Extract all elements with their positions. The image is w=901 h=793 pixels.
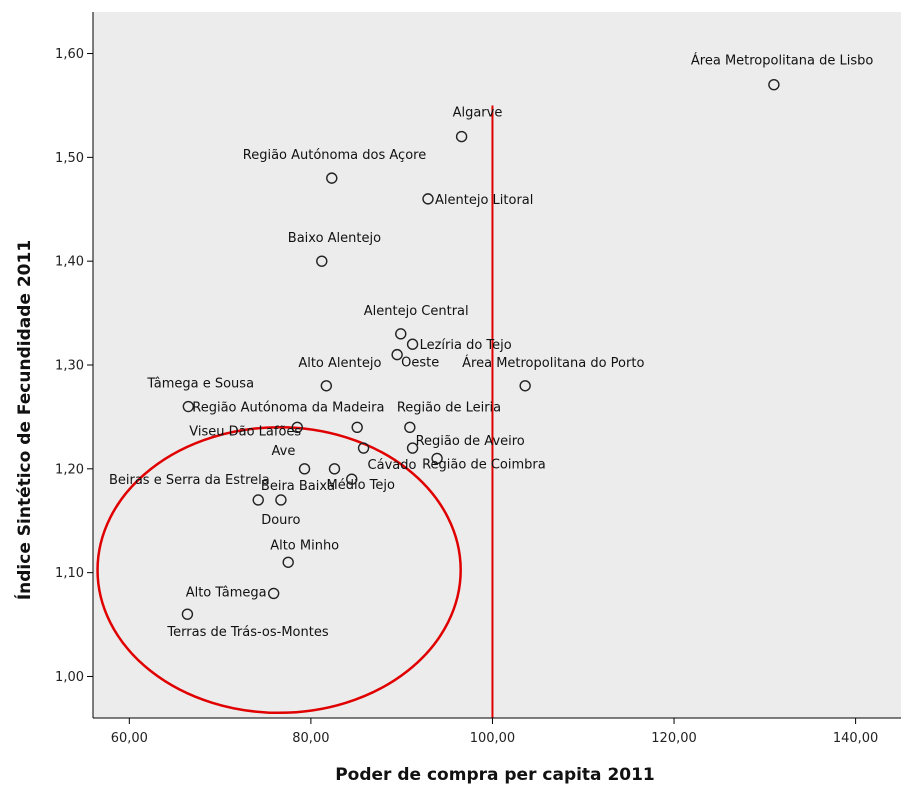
- x-tick-label: 100,00: [470, 731, 516, 746]
- data-point-label: Douro: [261, 513, 300, 528]
- data-point: [404, 421, 416, 433]
- data-point-label: Região de Leiria: [397, 400, 501, 415]
- data-point: [298, 463, 311, 475]
- y-tick-label: 1,30: [55, 359, 84, 374]
- x-tick-label: 140,00: [833, 731, 879, 746]
- data-point: [351, 421, 363, 433]
- data-point: [252, 494, 264, 506]
- data-point-label: Alto Tâmega: [186, 585, 267, 600]
- data-point: [282, 556, 294, 568]
- data-point-label: Região de Coimbra: [422, 457, 546, 472]
- data-point: [181, 608, 194, 620]
- data-point: [395, 328, 407, 340]
- data-point-label: Cávado: [368, 458, 417, 473]
- data-point: [519, 380, 531, 392]
- data-point-label: Alentejo Central: [364, 304, 469, 319]
- data-point-label: Ave: [272, 444, 296, 459]
- data-point-label: Baixo Alentejo: [288, 231, 381, 246]
- data-point-label: Tâmega e Sousa: [146, 377, 254, 392]
- data-point-label: Região de Aveiro: [416, 434, 525, 449]
- y-axis-title: Índice Sintético de Fecundidade 2011: [13, 240, 35, 600]
- data-point-label: Região Autónoma da Madeira: [192, 400, 384, 415]
- y-tick-label: 1,50: [55, 151, 84, 166]
- data-point-label: Oeste: [401, 356, 439, 371]
- data-point: [275, 494, 287, 506]
- data-point: [346, 473, 358, 485]
- data-point-label: Alto Minho: [270, 538, 339, 553]
- data-point: [291, 421, 303, 433]
- data-point-label: Médio Tejo: [326, 478, 395, 493]
- y-tick-label: 1,40: [55, 255, 84, 270]
- highlight-ellipse: [96, 426, 462, 715]
- data-point: [455, 130, 468, 143]
- data-point-label: Região Autónoma dos Açore: [243, 148, 426, 163]
- data-point-label: Lezíria do Tejo: [420, 338, 512, 353]
- data-point: [768, 78, 780, 91]
- data-point-label: Área Metropolitana de Lisbo: [691, 53, 873, 69]
- data-point: [357, 442, 370, 454]
- y-tick-label: 1,20: [55, 462, 84, 477]
- x-tick-label: 60,00: [111, 731, 148, 746]
- data-point: [406, 338, 419, 350]
- y-tick-label: 1,00: [55, 670, 84, 685]
- y-tick-label: 1,10: [55, 566, 84, 581]
- data-point-label: Terras de Trás-os-Montes: [166, 625, 328, 640]
- data-point: [406, 442, 419, 454]
- x-tick-label: 120,00: [651, 731, 697, 746]
- data-point: [267, 587, 280, 600]
- data-point: [328, 463, 341, 475]
- data-point: [316, 255, 328, 267]
- data-point-label: Viseu Dão Lafões: [189, 424, 301, 439]
- data-point: [320, 380, 333, 392]
- plot-area: [93, 12, 901, 718]
- data-point: [391, 348, 403, 361]
- x-tick-label: 80,00: [292, 731, 329, 746]
- data-point-label: Área Metropolitana do Porto: [462, 355, 644, 371]
- data-point-label: Alentejo Litoral: [435, 193, 533, 208]
- data-point: [182, 400, 195, 413]
- data-point-label: Beiras e Serra da Estrela: [109, 473, 270, 488]
- data-point-label: Beira Baixa: [261, 479, 335, 494]
- data-point-label: Alto Alentejo: [298, 356, 381, 371]
- x-axis-title: Poder de compra per capita 2011: [335, 765, 655, 785]
- data-point-label: Algarve: [453, 106, 503, 121]
- data-point: [431, 452, 443, 465]
- marks-layer: Área Metropolitana de Lisbo Algarve Região…: [96, 53, 873, 718]
- y-tick-label: 1,60: [55, 47, 84, 62]
- data-point: [326, 172, 338, 184]
- data-point: [422, 193, 434, 205]
